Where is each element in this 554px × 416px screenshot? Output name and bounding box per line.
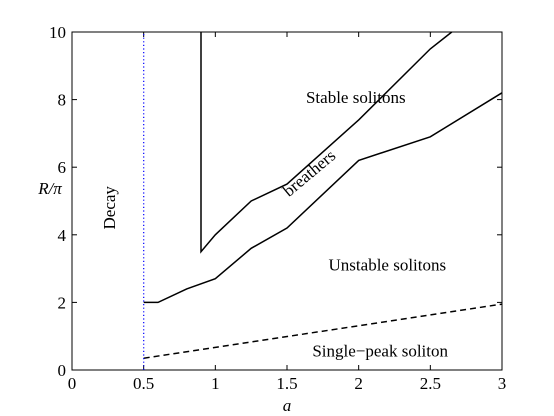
x-tick-label: 0 [68,374,77,393]
y-tick-label: 6 [58,158,67,177]
y-tick-label: 0 [58,361,67,380]
y-axis-label-text: R/π [37,179,62,198]
annotation-label: Stable solitons [306,88,406,107]
x-tick-label: 2 [354,374,363,393]
ticks: 0 0.5 1 1.5 2 2.5 3 0 2 4 6 8 10 [49,23,506,393]
annotation-label: Decay [100,186,119,230]
annotation-label: Unstable solitons [329,255,447,274]
series-line-1-solid [200,31,453,254]
annotation-label: breathers [279,146,339,201]
y-tick-label: 10 [49,23,66,42]
x-axis-label: a [283,396,292,415]
y-tick-label: 4 [58,226,67,245]
annotation-label: Single−peak soliton [312,341,448,360]
y-tick-label: 2 [58,293,67,312]
y-axis-label: R/π [37,179,62,198]
x-tick-label: 1 [211,374,220,393]
plot-frame [71,31,503,371]
x-tick-label: 2.5 [420,374,441,393]
x-tick-label: 0.5 [133,374,154,393]
series [143,31,503,370]
series-line-2-solid [143,92,503,304]
series-line-3-dashed [143,303,503,359]
x-tick-label: 1.5 [276,374,297,393]
x-tick-label: 3 [498,374,507,393]
y-tick-label: 8 [58,91,67,110]
